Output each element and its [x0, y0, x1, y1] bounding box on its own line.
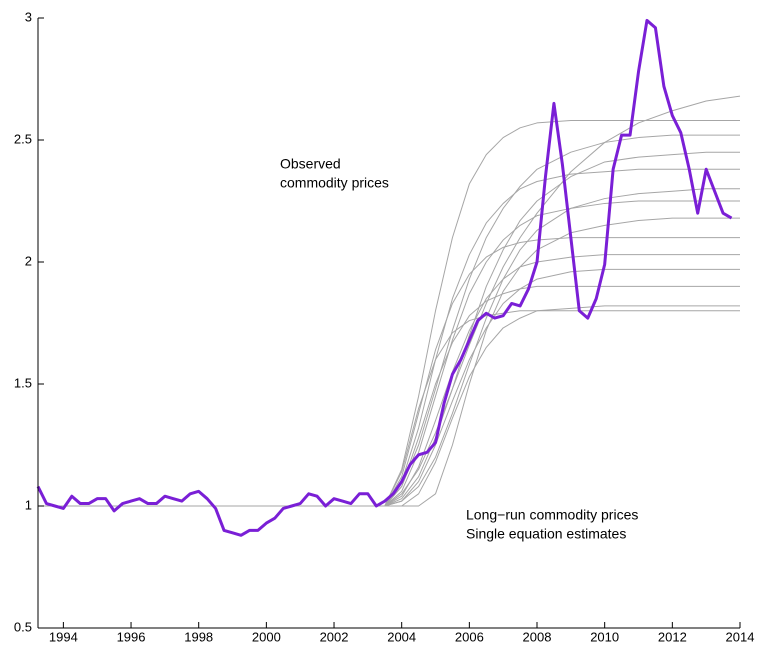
y-tick-label: 1.5	[14, 375, 32, 390]
estimate-line	[38, 254, 740, 507]
annotation: Long−run commodity prices	[466, 507, 638, 523]
estimate-line	[38, 217, 740, 507]
annotation: Observed	[280, 156, 341, 172]
estimate-line	[38, 237, 740, 507]
estimate-line	[38, 119, 740, 507]
y-tick-label: 2.5	[14, 131, 32, 146]
y-tick-label: 2	[25, 253, 32, 268]
annotation: commodity prices	[280, 175, 389, 191]
estimate-line	[38, 268, 740, 507]
estimate-line	[38, 151, 740, 507]
x-tick-label: 2002	[320, 629, 349, 644]
x-tick-label: 1994	[49, 629, 78, 644]
annotations: Observed commodity prices Long−run commo…	[280, 156, 638, 542]
x-tick-label: 1996	[117, 629, 146, 644]
y-tick-label: 1	[25, 497, 32, 512]
estimate-line	[38, 168, 740, 507]
observed-line	[36, 18, 733, 537]
annotation: Single equation estimates	[466, 526, 626, 542]
x-tick-label: 2010	[590, 629, 619, 644]
x-tick-label: 2000	[252, 629, 281, 644]
x-tick-label: 2004	[387, 629, 416, 644]
estimate-line	[38, 310, 740, 507]
estimate-line	[38, 200, 740, 507]
estimate-line	[38, 134, 740, 507]
x-tick-label: 2012	[658, 629, 687, 644]
estimate-line	[38, 285, 740, 507]
x-tick-label: 2008	[523, 629, 552, 644]
x-tick-label: 2006	[455, 629, 484, 644]
x-tick-label: 2014	[726, 629, 755, 644]
x-tick-label: 1998	[184, 629, 213, 644]
y-tick-label: 0.5	[14, 619, 32, 634]
estimate-line	[38, 188, 740, 507]
estimate-line	[38, 305, 740, 507]
y-tick-label: 3	[25, 9, 32, 24]
